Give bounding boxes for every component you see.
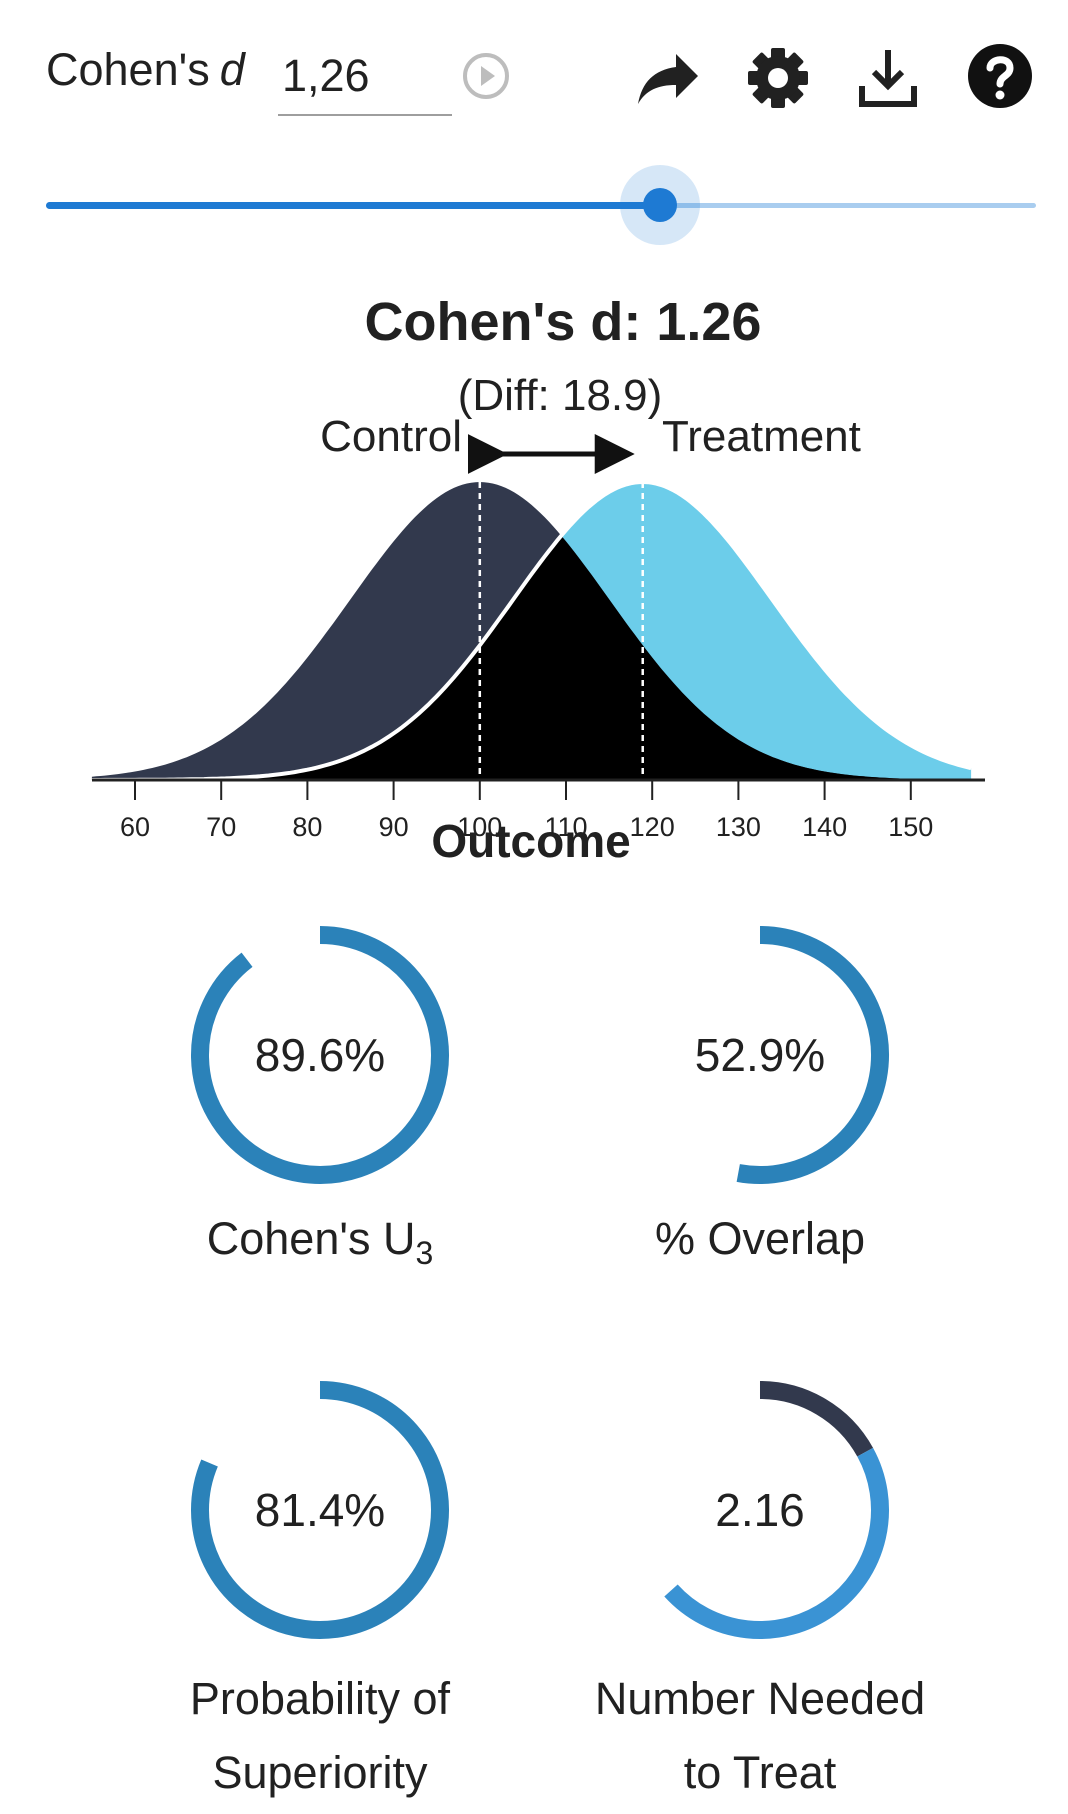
gauge-arc xyxy=(191,926,449,1184)
overlap-label-text: % Overlap xyxy=(654,1213,866,1264)
overlap-gauge: 52.9% xyxy=(695,926,890,1184)
treatment-label: Treatment xyxy=(662,412,861,461)
share-icon[interactable] xyxy=(636,48,702,110)
x-tick-label: 130 xyxy=(716,812,761,842)
cohens-d-input[interactable] xyxy=(278,38,452,116)
gauge-value: 81.4% xyxy=(255,1484,385,1536)
distribution-chart: Cohen's d: 1.26 (Diff: 18.9) Control Tre… xyxy=(91,292,985,867)
gauge-arc xyxy=(664,1447,889,1639)
gauge-arc-dark xyxy=(759,1381,874,1457)
cohens-u3-label-subscript: 3 xyxy=(415,1235,434,1271)
x-tick-label: 70 xyxy=(206,812,236,842)
cohens-d-slider[interactable] xyxy=(46,165,1036,245)
gauge-arc xyxy=(736,926,890,1184)
download-icon[interactable] xyxy=(856,46,920,110)
x-tick-label: 140 xyxy=(802,812,847,842)
x-tick-label: 80 xyxy=(292,812,322,842)
probability-superiority-label: Probability of Superiority xyxy=(120,1662,520,1810)
x-axis-label: Outcome xyxy=(431,815,630,867)
probability-superiority-label-line2: Superiority xyxy=(212,1747,428,1798)
gauge-value: 89.6% xyxy=(255,1029,385,1081)
nnt-label-line1: Number Needed xyxy=(594,1673,926,1724)
play-circle-icon[interactable] xyxy=(460,50,512,102)
help-icon[interactable] xyxy=(966,42,1034,110)
probability-superiority-label-line1: Probability of xyxy=(189,1673,451,1724)
nnt-label: Number Needed to Treat xyxy=(540,1662,980,1810)
nnt-label-line2: to Treat xyxy=(683,1747,837,1798)
chart-title: Cohen's d: 1.26 xyxy=(365,292,762,352)
diff-label: (Diff: 18.9) xyxy=(458,371,663,420)
settings-gear-icon[interactable] xyxy=(746,46,810,110)
x-tick-label: 100 xyxy=(457,812,502,842)
toolbar: Cohen's d xyxy=(0,0,1068,150)
cohens-u3-gauge: 89.6% xyxy=(191,926,449,1184)
slider-track xyxy=(46,202,660,209)
cohens-d-label-text: Cohen's xyxy=(46,44,210,95)
overlap-label: % Overlap xyxy=(560,1202,960,1276)
x-tick-label: 60 xyxy=(120,812,150,842)
nnt-gauge: 2.16 xyxy=(664,1381,889,1639)
x-tick-label: 110 xyxy=(544,812,587,842)
overlap-region xyxy=(91,536,972,780)
gauge-arc xyxy=(191,1381,449,1639)
cohens-d-label-symbol: d xyxy=(219,44,245,95)
cohens-d-label: Cohen's d xyxy=(46,44,245,96)
x-tick-label: 90 xyxy=(379,812,409,842)
cohens-u3-label: Cohen's U3 xyxy=(120,1202,520,1276)
probability-superiority-gauge: 81.4% xyxy=(191,1381,449,1639)
x-tick-label: 120 xyxy=(630,812,675,842)
gauge-value: 2.16 xyxy=(715,1484,805,1536)
gauge-value: 52.9% xyxy=(695,1029,825,1081)
slider-thumb[interactable] xyxy=(642,188,677,222)
treatment-outline xyxy=(91,479,972,782)
control-label: Control xyxy=(320,412,462,461)
x-tick-label: 150 xyxy=(888,812,933,842)
cohens-u3-label-text: Cohen's U xyxy=(206,1213,416,1264)
